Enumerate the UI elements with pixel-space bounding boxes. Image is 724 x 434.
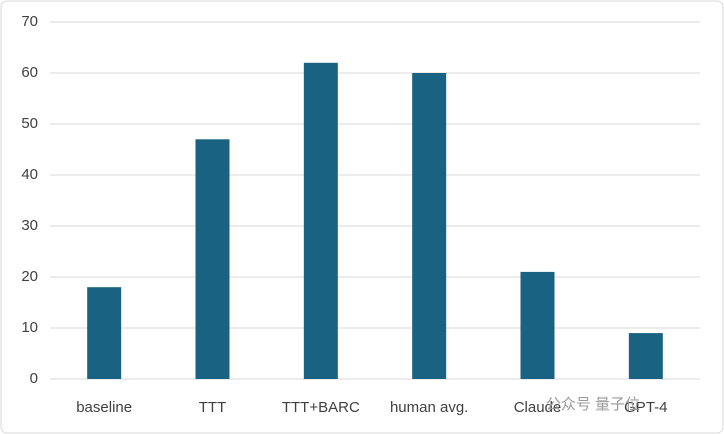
bar	[628, 333, 663, 379]
x-tick-label: TTT+BARC	[282, 399, 360, 416]
y-tick-label: 10	[21, 319, 38, 336]
x-tick-label: GPT-4	[624, 399, 667, 416]
x-tick-label: TTT	[199, 399, 227, 416]
y-tick-label: 20	[21, 268, 38, 285]
bar	[195, 139, 230, 379]
bar	[87, 287, 122, 379]
bar	[520, 271, 555, 379]
watermark: 公众号 量子位	[546, 396, 640, 413]
y-tick-label: 0	[30, 370, 38, 387]
y-tick-label: 50	[21, 115, 38, 132]
y-tick-label: 70	[21, 13, 38, 30]
bar	[412, 73, 447, 379]
y-tick-label: 60	[21, 64, 38, 81]
y-tick-label: 30	[21, 217, 38, 234]
x-tick-label: baseline	[76, 399, 132, 416]
x-tick-label: Claude	[514, 399, 562, 416]
bar	[303, 62, 338, 380]
x-tick-label: human avg.	[390, 399, 468, 416]
y-tick-label: 40	[21, 166, 38, 183]
